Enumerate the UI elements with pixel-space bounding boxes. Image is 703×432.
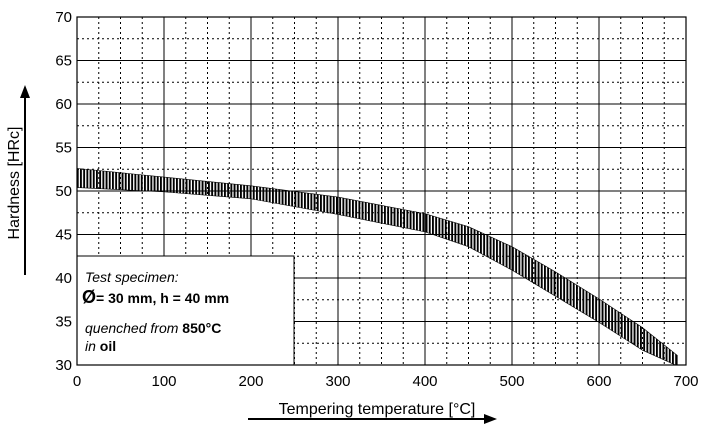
hardness-band [77, 168, 678, 365]
y-axis-arrow-head [20, 85, 30, 98]
y-tick-label: 65 [55, 53, 72, 70]
y-tick-label: 30 [55, 357, 72, 374]
svg-text:quenched from 850°C: quenched from 850°C [85, 320, 221, 336]
x-axis-arrow-head [484, 414, 497, 424]
x-axis-label: Tempering temperature [°C] [279, 401, 476, 418]
note-line-3-value: 850°C [182, 320, 221, 336]
y-tick-label: 60 [55, 96, 72, 113]
x-tick-label: 200 [238, 373, 263, 390]
note-line-1: Test specimen: [85, 269, 179, 285]
y-tick-label: 45 [55, 227, 72, 244]
y-tick-label: 70 [55, 9, 72, 26]
note-line-4-prefix: in [85, 338, 100, 354]
y-tick-label: 50 [55, 183, 72, 200]
x-tick-label: 500 [499, 373, 524, 390]
svg-text:in oil: in oil [85, 338, 116, 354]
note-box [76, 255, 295, 366]
note-line-2: = 30 mm, h = 40 mm [96, 290, 229, 306]
y-tick-label: 40 [55, 270, 72, 287]
x-tick-label: 300 [325, 373, 350, 390]
x-tick-label: 0 [73, 373, 81, 390]
x-tick-label: 700 [673, 373, 698, 390]
diameter-symbol: Ø [82, 287, 96, 307]
x-tick-labels: 0 100 200 300 400 500 600 700 [73, 373, 699, 390]
note-line-4-value: oil [100, 338, 116, 354]
test-specimen-note: Test specimen: Ø= 30 mm, h = 40 mm quenc… [76, 255, 295, 366]
y-tick-label: 55 [55, 140, 72, 157]
x-tick-label: 100 [151, 373, 176, 390]
x-tick-label: 400 [412, 373, 437, 390]
y-axis-label: Hardness [HRc] [6, 127, 23, 240]
note-line-3-prefix: quenched from [85, 320, 182, 336]
y-tick-labels: 30 35 40 45 50 55 60 65 70 [55, 9, 72, 374]
svg-text:Ø= 30 mm, h = 40 mm: Ø= 30 mm, h = 40 mm [82, 287, 229, 307]
svg-text:Test specimen:: Test specimen: [85, 269, 179, 285]
x-tick-label: 600 [586, 373, 611, 390]
y-tick-label: 35 [55, 314, 72, 331]
plot-frame [76, 16, 687, 366]
